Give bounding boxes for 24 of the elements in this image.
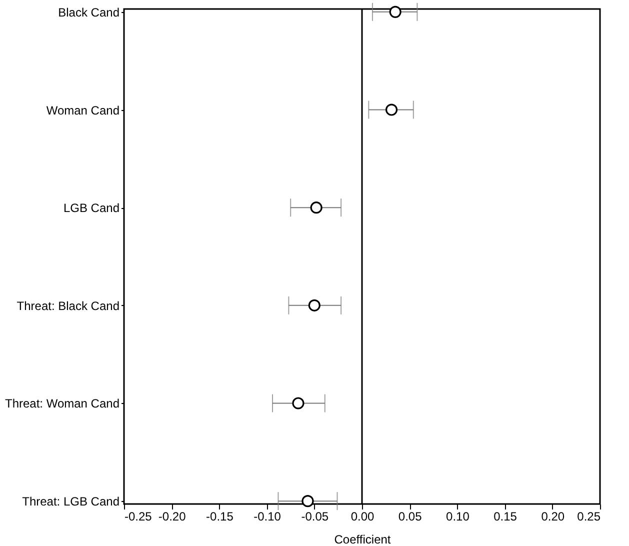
- x-axis-title: Coefficient: [334, 532, 392, 546]
- x-tick-label: -0.10: [254, 510, 282, 524]
- y-tick-label: Threat: Black Cand: [16, 298, 120, 313]
- y-tick-label: Woman Cand: [46, 103, 120, 118]
- point: [385, 104, 398, 116]
- y-tick-label: LGB Cand: [63, 201, 120, 216]
- point: [310, 202, 322, 214]
- x-tick-label: 0.10: [446, 510, 470, 524]
- x-tick-label: 0.05: [398, 510, 422, 524]
- y-tick-label: Black Cand: [58, 5, 120, 20]
- x-tick-label: 0.15: [494, 510, 518, 524]
- x-tick-label: 0.20: [541, 510, 565, 524]
- point: [308, 299, 320, 312]
- point: [302, 495, 314, 508]
- x-tick-label: -0.25: [124, 510, 152, 524]
- x-tick-label: -0.20: [158, 510, 186, 524]
- y-tick-label: Threat: Woman Cand: [5, 396, 120, 411]
- point: [292, 397, 304, 410]
- x-tick-label: 0.25: [577, 510, 601, 524]
- x-tick-label: -0.05: [301, 510, 329, 524]
- y-tick-label: Threat: LGB Cand: [22, 494, 120, 509]
- x-tick-label: 0.00: [350, 510, 374, 524]
- x-tick-label: -0.15: [206, 510, 234, 524]
- point: [389, 6, 402, 18]
